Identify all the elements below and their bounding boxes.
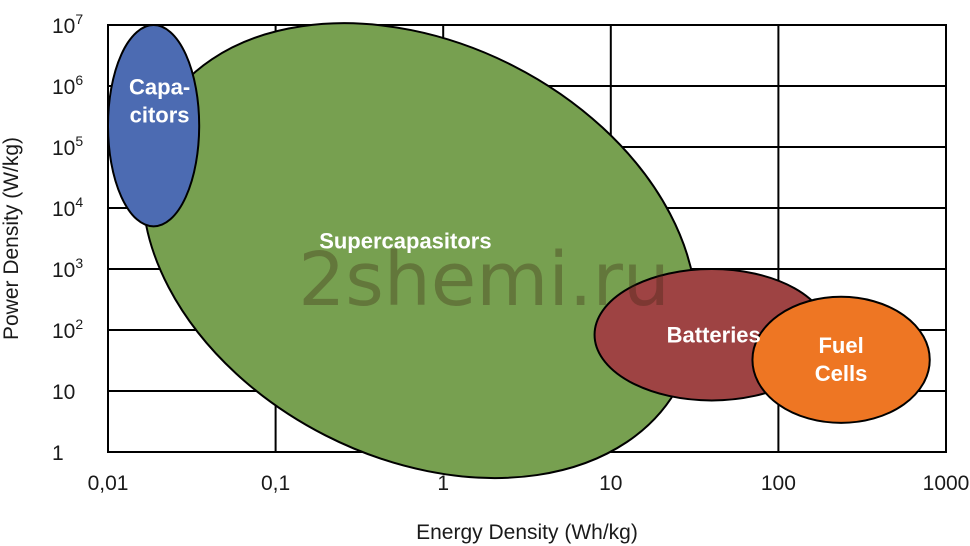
x-tick-label: 100 xyxy=(761,472,796,495)
y-tick-label: 104 xyxy=(52,194,83,221)
fuel-cells-region xyxy=(751,295,931,424)
y-tick-label: 1 xyxy=(52,442,64,465)
y-tick-label: 10 xyxy=(52,381,75,404)
y-tick-labels: 1 10 102 103 104 105 106 107 xyxy=(52,11,83,465)
capacitors-region xyxy=(106,24,201,228)
y-tick-label: 103 xyxy=(52,255,83,282)
capacitors-label: Capa- xyxy=(129,75,190,100)
x-tick-label: 1 xyxy=(437,472,449,495)
x-tick-labels: 0,01 0,1 1 10 100 1000 xyxy=(88,472,970,495)
x-tick-label: 10 xyxy=(599,472,622,495)
fuel-cells-label: Fuel xyxy=(818,333,863,358)
y-tick-label: 105 xyxy=(52,133,83,160)
x-tick-label: 1000 xyxy=(923,472,970,495)
x-axis-title: Energy Density (Wh/kg) xyxy=(416,521,638,544)
y-tick-label: 106 xyxy=(52,72,83,99)
watermark: 2shemi.ru xyxy=(298,237,670,323)
capacitors-label: citors xyxy=(130,103,190,128)
supercapasitors-label: Supercapasitors xyxy=(319,229,491,254)
x-tick-label: 0,01 xyxy=(88,472,129,495)
x-tick-label: 0,1 xyxy=(261,472,290,495)
y-tick-label: 102 xyxy=(52,316,83,343)
y-tick-label: 107 xyxy=(52,11,83,38)
region-labels: Supercapasitors Capa-citors Batteries Fuel C… xyxy=(129,75,867,386)
batteries-label: Batteries xyxy=(667,323,761,348)
y-axis-title: Power Density (W/kg) xyxy=(0,137,23,340)
regions xyxy=(106,22,931,480)
fuel-cells-label: Cells xyxy=(815,361,868,386)
